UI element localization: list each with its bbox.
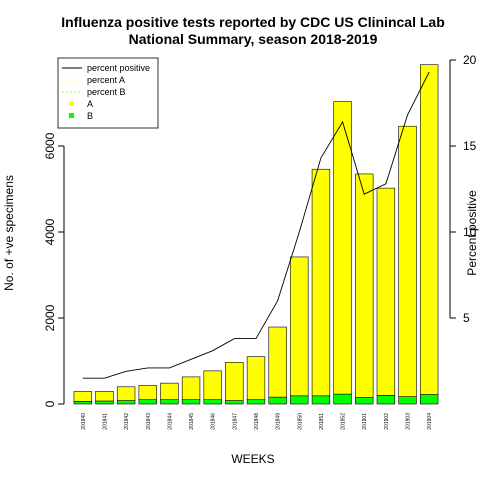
bar-b-201852 (334, 394, 352, 404)
legend-symbol-3 (69, 101, 74, 106)
bar-a-201847 (225, 362, 243, 400)
x-tick-label-201843: 201843 (146, 413, 152, 430)
bar-a-201849 (269, 327, 287, 397)
x-tick-label-201848: 201848 (254, 413, 260, 430)
bar-b-201849 (269, 397, 287, 404)
bar-a-201903 (399, 126, 417, 396)
x-tick-label-201845: 201845 (189, 413, 195, 430)
bar-a-201842 (117, 387, 135, 401)
bar-b-201843 (139, 400, 157, 404)
x-tick-label-201852: 201852 (341, 413, 347, 430)
right-tick-label-20: 20 (463, 53, 477, 67)
chart-title-line2: National Summary, season 2018-2019 (129, 31, 378, 47)
bar-b-201844 (161, 400, 179, 404)
legend-label-1: percent A (87, 75, 125, 85)
legend-label-4: B (87, 111, 93, 121)
x-tick-label-201846: 201846 (211, 413, 217, 430)
bar-b-201846 (204, 400, 222, 404)
bar-a-201904 (420, 65, 438, 395)
bar-a-201850 (290, 257, 308, 396)
bar-b-201903 (399, 397, 417, 404)
bar-a-201844 (161, 383, 179, 400)
left-tick-label-2000: 2000 (43, 304, 57, 331)
bar-b-201847 (225, 401, 243, 404)
bar-a-201901 (355, 174, 373, 398)
left-axis: 0 2000 4000 6000 (43, 132, 64, 407)
x-axis-label: WEEKS (231, 452, 274, 466)
x-tick-label-201841: 201841 (102, 413, 108, 430)
bar-a-201851 (312, 169, 330, 396)
bar-a-201843 (139, 386, 157, 400)
y-axis-right-label: Percent positive (465, 190, 479, 276)
bar-a-201846 (204, 371, 222, 400)
legend-label-0: percent positive (87, 63, 150, 73)
left-tick-label-4000: 4000 (43, 218, 57, 245)
bar-a-201848 (247, 357, 265, 400)
x-tick-label-201844: 201844 (167, 413, 173, 430)
right-tick-label-15: 15 (463, 139, 477, 153)
bar-b-201848 (247, 400, 265, 404)
bar-b-201851 (312, 396, 330, 404)
chart-title-line1: Influenza positive tests reported by CDC… (61, 14, 445, 30)
right-tick-label-5: 5 (463, 311, 470, 325)
x-tick-label-201842: 201842 (124, 413, 130, 430)
y-axis-left-label: No. of +ve specimens (2, 175, 16, 291)
x-axis: 201840 201841 201842 201843 201844 201845 2018… (81, 413, 433, 430)
x-tick-label-201902: 201902 (384, 413, 390, 430)
left-tick-label-0: 0 (43, 400, 57, 407)
x-tick-label-201849: 201849 (276, 413, 282, 430)
legend-symbol-4 (69, 113, 74, 118)
left-tick-label-6000: 6000 (43, 132, 57, 159)
x-tick-label-201903: 201903 (406, 413, 412, 430)
bar-b-201842 (117, 401, 135, 404)
bar-a-201841 (96, 391, 114, 401)
legend: percent positive percent A percent B AB (58, 58, 158, 128)
legend-label-3: A (87, 99, 93, 109)
bar-b-201902 (377, 395, 395, 404)
bar-b-201841 (96, 401, 114, 404)
x-tick-label-201840: 201840 (81, 413, 87, 430)
bar-b-201850 (290, 396, 308, 404)
bar-b-201845 (182, 400, 200, 404)
bar-a-201852 (334, 102, 352, 394)
bar-b-201840 (74, 401, 92, 404)
bar-b-201904 (420, 395, 438, 404)
x-tick-label-201851: 201851 (319, 413, 325, 430)
x-tick-label-201847: 201847 (232, 413, 238, 430)
x-tick-label-201850: 201850 (297, 413, 303, 430)
legend-label-2: percent B (87, 87, 126, 97)
bar-a-201845 (182, 377, 200, 400)
bar-b-201901 (355, 398, 373, 404)
x-tick-label-201901: 201901 (362, 413, 368, 430)
x-tick-label-201904: 201904 (427, 413, 433, 430)
bar-a-201840 (74, 392, 92, 402)
bar-a-201902 (377, 188, 395, 395)
